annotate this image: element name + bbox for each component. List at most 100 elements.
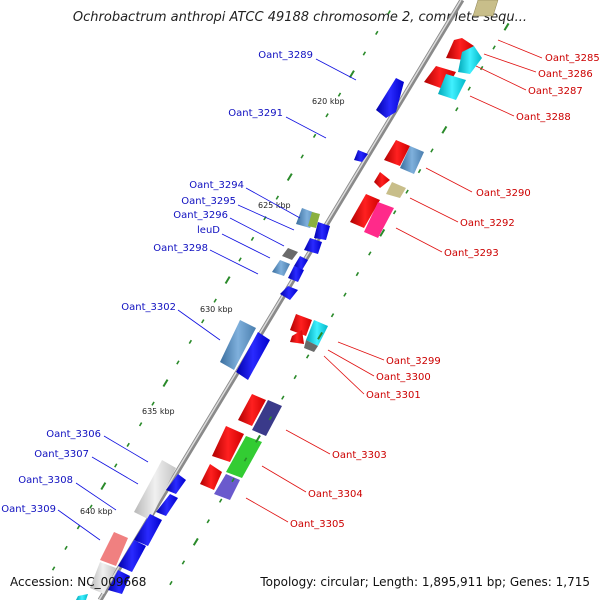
scale-tick (250, 236, 255, 241)
gene-oant-3298b[interactable] (288, 266, 304, 282)
scale-tick (492, 45, 496, 50)
gene-leud-b[interactable] (294, 256, 308, 270)
label-leud[interactable]: leuD (197, 225, 220, 236)
gene-oant-3289[interactable] (376, 78, 404, 118)
gene-oant-3304a[interactable] (212, 426, 244, 462)
scale-tick (387, 10, 391, 15)
label-oant-3308[interactable]: Oant_3308 (18, 475, 73, 486)
gene-oant-3299[interactable] (290, 314, 312, 336)
label-oant-3298[interactable]: Oant_3298 (153, 243, 208, 254)
scale-tick (206, 519, 210, 524)
gene-oant-3301[interactable] (304, 340, 318, 352)
gene-oant-3294b[interactable] (308, 212, 320, 228)
scale-tick (312, 133, 317, 138)
label-oant-3309[interactable]: Oant_3309 (1, 504, 56, 515)
gene-oant-3302[interactable] (236, 332, 270, 380)
scale-tick (355, 271, 360, 277)
gene-oant-3291[interactable] (354, 150, 368, 162)
scale-tick (224, 276, 231, 285)
label-oant-3302[interactable]: Oant_3302 (121, 302, 176, 313)
scale-tick (213, 298, 217, 303)
gene-oant-3293a[interactable] (350, 194, 380, 228)
gene-oant-3286b[interactable] (458, 46, 482, 74)
label-oant-3291[interactable]: Oant_3291 (228, 108, 283, 119)
label-oant-3305[interactable]: Oant_3305 (290, 519, 345, 530)
label-oant-3292[interactable]: Oant_3292 (460, 218, 515, 229)
scale-label-620: 620 kbp (312, 97, 345, 106)
gene-oant-3305a[interactable] (200, 464, 222, 490)
gene-oant-3290[interactable] (384, 140, 410, 166)
gene-oant-3288[interactable] (438, 74, 466, 100)
scale-tick (286, 173, 293, 182)
gene-oant-3296[interactable] (304, 238, 322, 254)
gene-oant-3292[interactable] (386, 182, 406, 198)
reverse-gene-labels: Oant_3285 Oant_3286 Oant_3287 Oant_3288 … (290, 53, 600, 530)
label-oant-3296[interactable]: Oant_3296 (173, 210, 228, 221)
gene-oant-3285[interactable] (472, 0, 499, 17)
gene-oant-3298[interactable] (272, 260, 290, 276)
gene-oant-3295[interactable] (314, 222, 330, 240)
label-oant-3300[interactable]: Oant_3300 (376, 372, 431, 383)
gene-leud[interactable] (282, 248, 298, 260)
label-oant-3286[interactable]: Oant_3286 (538, 69, 593, 80)
label-oant-3294[interactable]: Oant_3294 (189, 180, 244, 191)
gene-oant-3308b[interactable] (118, 540, 146, 572)
accession-label: Accession: NC_009668 (10, 575, 147, 589)
gene-oant-3293[interactable] (364, 202, 394, 238)
scale-tick (293, 374, 297, 380)
gene-oant-3308[interactable] (134, 514, 162, 546)
gene-oant-3298c[interactable] (280, 286, 298, 300)
label-oant-3288[interactable]: Oant_3288 (516, 112, 571, 123)
label-oant-3304[interactable]: Oant_3304 (308, 489, 363, 500)
label-oant-3287[interactable]: Oant_3287 (528, 86, 583, 97)
topology-stats: Topology: circular; Length: 1,895,911 bp… (260, 575, 590, 589)
label-oant-3306[interactable]: Oant_3306 (46, 429, 101, 440)
label-oant-3295[interactable]: Oant_3295 (181, 196, 236, 207)
label-oant-3293[interactable]: Oant_3293 (444, 248, 499, 259)
gene-oant-3292a[interactable] (374, 172, 390, 188)
gene-edge-cyan[interactable] (76, 594, 88, 600)
scale-tick (281, 395, 285, 400)
scale-tick (503, 22, 510, 31)
label-oant-3303[interactable]: Oant_3303 (332, 450, 387, 461)
forward-gene-labels: Oant_3289 Oant_3291 Oant_3294 Oant_3295 … (1, 50, 313, 515)
scale-tick (430, 148, 434, 153)
scale-tick (218, 498, 223, 503)
scale-tick (176, 360, 180, 365)
gene-oant-3309c[interactable] (108, 570, 130, 594)
label-oant-3299[interactable]: Oant_3299 (386, 356, 441, 367)
gene-oant-3300[interactable] (290, 330, 304, 344)
scale-tick (337, 92, 342, 97)
scale-tick (201, 319, 205, 324)
gene-oant-3299b[interactable] (306, 320, 328, 346)
scale-tick (76, 525, 81, 530)
scale-tick (405, 189, 409, 194)
label-oant-3285[interactable]: Oant_3285 (545, 53, 600, 64)
gene-oant-3303a[interactable] (238, 394, 266, 426)
scale-tick (181, 560, 186, 565)
gene-oant-3290b[interactable] (400, 146, 424, 174)
scale-tick (417, 168, 422, 174)
gene-oant-3309[interactable] (100, 532, 128, 566)
label-oant-3301[interactable]: Oant_3301 (366, 390, 421, 401)
scale-tick (64, 545, 68, 550)
scale-tick (392, 210, 397, 215)
gene-oant-3307[interactable] (156, 494, 178, 516)
gene-oant-3304[interactable] (226, 436, 262, 478)
gene-oant-3309b[interactable] (90, 562, 116, 594)
label-oant-3307[interactable]: Oant_3307 (34, 449, 89, 460)
gene-oant-3302a[interactable] (220, 320, 256, 370)
gene-oant-3306b[interactable] (166, 474, 186, 494)
scale-tick (441, 125, 448, 134)
gene-oant-3306[interactable] (134, 460, 176, 520)
gene-oant-3303[interactable] (252, 400, 282, 436)
scale-tick (255, 434, 261, 443)
scale-tick (348, 70, 355, 79)
scale-tick (362, 51, 367, 56)
scale-tick (467, 86, 471, 91)
scale-tick (231, 477, 235, 483)
label-oant-3290[interactable]: Oant_3290 (476, 188, 531, 199)
label-oant-3289[interactable]: Oant_3289 (258, 50, 313, 61)
scale-tick (317, 331, 324, 340)
scale-tick (305, 354, 310, 359)
